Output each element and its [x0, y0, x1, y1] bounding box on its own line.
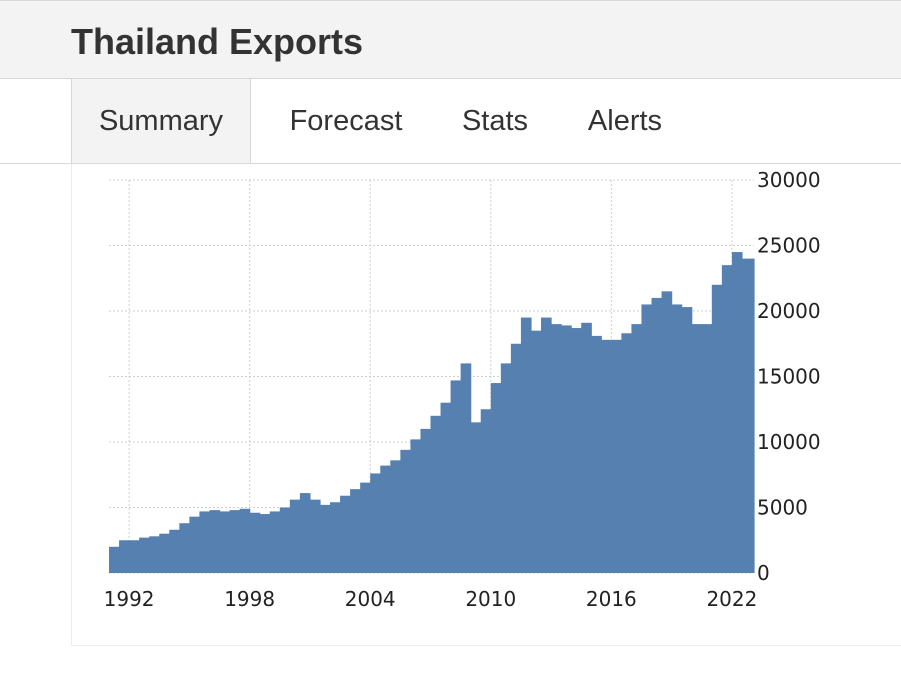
tab-stats[interactable]: Stats	[461, 104, 529, 137]
data-bar	[581, 322, 592, 573]
data-bar	[380, 465, 391, 573]
data-bar	[440, 402, 452, 573]
y-axis: 0 5000 10000 15000 20000 25000 30000	[757, 168, 821, 585]
data-bar	[239, 508, 251, 573]
data-bar	[751, 258, 755, 573]
data-bar	[641, 304, 653, 573]
y-tick-label: 30000	[757, 168, 821, 192]
data-bar	[470, 422, 482, 573]
data-bar	[601, 339, 612, 573]
data-bar	[480, 409, 492, 573]
data-bar	[319, 504, 331, 573]
data-bar	[741, 258, 753, 573]
x-tick-label: 2010	[465, 587, 516, 611]
data-bar	[731, 252, 743, 574]
data-bar	[510, 343, 522, 573]
data-bar	[299, 493, 311, 573]
data-bar	[340, 495, 351, 573]
data-bar	[691, 324, 703, 573]
data-bar	[701, 324, 713, 573]
data-bar	[129, 540, 140, 573]
tab-bar: Summary Forecast Stats Alerts	[0, 79, 901, 164]
data-bar	[400, 449, 412, 573]
data-bar	[269, 511, 281, 573]
data-bar	[309, 499, 321, 573]
data-bar	[360, 482, 371, 573]
data-bar	[119, 540, 130, 573]
data-bar	[591, 335, 602, 573]
data-bar	[530, 330, 542, 573]
data-bar	[209, 510, 221, 573]
data-bar	[199, 511, 211, 573]
data-bar	[420, 428, 432, 573]
x-tick-label: 2022	[706, 587, 757, 611]
data-bar	[721, 265, 733, 573]
data-bar	[541, 317, 552, 573]
data-bar	[551, 324, 562, 573]
y-tick-label: 10000	[757, 430, 821, 454]
data-bar	[460, 363, 472, 573]
data-bar	[259, 514, 271, 573]
data-bar	[661, 291, 673, 573]
x-tick-label: 1998	[224, 587, 275, 611]
data-bar	[410, 439, 422, 573]
y-tick-label: 20000	[757, 299, 821, 323]
data-bar	[621, 333, 633, 573]
data-bar	[681, 307, 693, 573]
y-tick-label: 25000	[757, 234, 821, 258]
data-bar	[189, 516, 201, 573]
y-tick-label: 0	[757, 561, 770, 585]
exports-chart: 0 5000 10000 15000 20000 25000 30000 1992 1998 2…	[104, 168, 821, 611]
data-bar	[500, 363, 512, 573]
y-tick-label: 15000	[757, 365, 821, 389]
data-bar	[450, 380, 462, 573]
data-bar	[350, 489, 361, 573]
data-bar	[109, 546, 120, 573]
data-bar	[289, 499, 301, 573]
data-bar	[139, 537, 150, 573]
data-bar	[249, 512, 261, 573]
tab-summary[interactable]: Summary	[71, 79, 251, 163]
data-bar	[671, 304, 683, 573]
page-title: Thailand Exports	[71, 21, 364, 62]
data-bar	[229, 510, 241, 573]
x-tick-label: 1992	[104, 587, 155, 611]
data-bar	[219, 511, 231, 573]
tab-forecast[interactable]: Forecast	[289, 104, 403, 137]
tab-alerts[interactable]: Alerts	[587, 104, 663, 137]
x-tick-label: 2004	[345, 587, 396, 611]
data-bar	[611, 339, 622, 573]
data-bar	[279, 507, 291, 573]
data-bar	[571, 328, 582, 573]
data-bar	[520, 317, 532, 573]
data-bar	[430, 415, 442, 573]
y-tick-label: 5000	[757, 496, 808, 520]
data-bar	[651, 297, 663, 573]
data-bar	[169, 529, 180, 573]
data-bar	[159, 533, 170, 573]
header-bar: Thailand Exports	[0, 0, 901, 79]
chart-panel: 0 5000 10000 15000 20000 25000 30000 1992 1998 2…	[71, 164, 901, 646]
x-tick-label: 2016	[586, 587, 637, 611]
chart-bars	[109, 252, 755, 574]
data-bar	[179, 523, 190, 573]
x-axis: 1992 1998 2004 2010 2016 2022	[104, 587, 758, 611]
data-bar	[149, 536, 160, 573]
data-bar	[561, 325, 572, 573]
data-bar	[330, 502, 341, 573]
data-bar	[631, 324, 643, 573]
data-bar	[370, 473, 381, 573]
data-bar	[390, 460, 401, 573]
data-bar	[490, 383, 502, 573]
data-bar	[711, 284, 723, 573]
